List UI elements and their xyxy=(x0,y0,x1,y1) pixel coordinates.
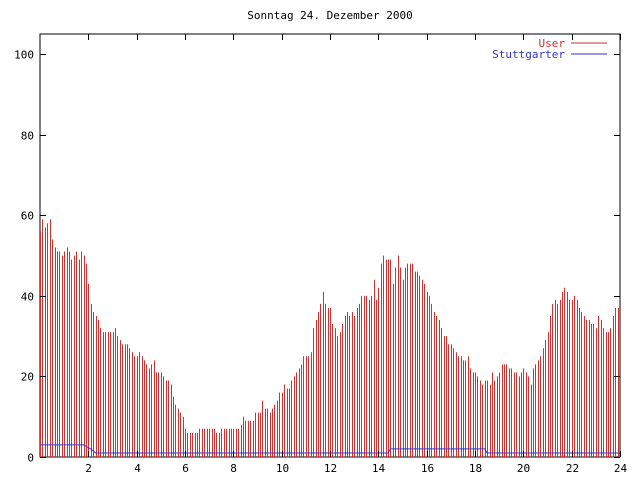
y-tick-label: 80 xyxy=(21,130,34,143)
x-tick-label: 2 xyxy=(85,462,92,475)
y-tick-label: 100 xyxy=(14,49,34,62)
y-tick-label: 20 xyxy=(21,371,34,384)
y-axis: 0 20 40 60 80 100 xyxy=(14,49,620,465)
legend-label-stuttgarter: Stuttgarter xyxy=(492,48,565,61)
x-tick-label: 14 xyxy=(372,462,386,475)
y-tick-label: 40 xyxy=(21,291,34,304)
user-series xyxy=(40,219,619,457)
x-tick-label: 12 xyxy=(324,462,337,475)
x-tick-label: 22 xyxy=(566,462,579,475)
x-tick-label: 8 xyxy=(230,462,237,475)
x-tick-label: 24 xyxy=(614,462,628,475)
x-tick-label: 16 xyxy=(421,462,434,475)
stuttgarter-series xyxy=(40,444,620,454)
y-tick-label: 0 xyxy=(27,452,34,465)
x-tick-label: 6 xyxy=(182,462,189,475)
x-axis: 2 4 6 8 10 12 14 16 18 20 22 24 xyxy=(85,34,627,475)
legend: User Stuttgarter xyxy=(492,37,607,61)
y-tick-label: 60 xyxy=(21,210,34,223)
chart-title: Sonntag 24. Dezember 2000 xyxy=(247,9,413,22)
stuttgarter-line xyxy=(40,444,620,454)
x-tick-label: 4 xyxy=(134,462,141,475)
x-tick-label: 20 xyxy=(517,462,530,475)
x-tick-label: 18 xyxy=(469,462,482,475)
x-tick-label: 10 xyxy=(276,462,289,475)
legend-label-user: User xyxy=(539,37,566,50)
